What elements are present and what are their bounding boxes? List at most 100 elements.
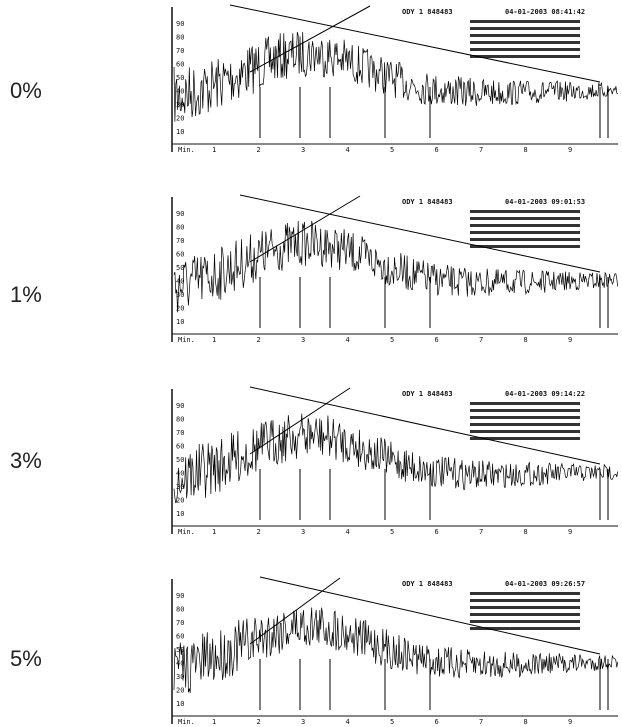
tangent-line bbox=[239, 194, 601, 273]
info-line bbox=[470, 402, 580, 405]
x-tick-label: 2 bbox=[257, 718, 261, 726]
info-line bbox=[470, 231, 580, 234]
y-tick-label: 80 bbox=[176, 34, 184, 42]
info-line bbox=[470, 613, 580, 616]
panel: 1% 10 20 30 40 50 60 70 80 90 Min. 1 2 3 4 5 6 7 8 9 ODY 1 8… bbox=[10, 194, 619, 344]
x-tick-label: 5 bbox=[390, 718, 394, 726]
x-tick-label: 1 bbox=[212, 146, 216, 154]
y-tick-label: 50 bbox=[176, 456, 184, 464]
tangent-line bbox=[259, 576, 601, 655]
x-tick-label: 3 bbox=[301, 146, 305, 154]
y-tick-label: 40 bbox=[176, 88, 184, 96]
y-tick-label: 80 bbox=[176, 606, 184, 614]
info-line bbox=[470, 55, 580, 58]
panel-header: ODY 1 848483 bbox=[402, 580, 453, 588]
info-line bbox=[470, 48, 580, 51]
tangent-line bbox=[249, 387, 351, 455]
info-line bbox=[470, 27, 580, 30]
x-tick-label: 8 bbox=[524, 146, 528, 154]
x-tick-label: 6 bbox=[435, 718, 439, 726]
panel: 5% 10 20 30 40 50 60 70 80 90 Min. 1 2 3 4 5 6 7 8 9 ODY 1 8… bbox=[10, 576, 619, 726]
y-tick-label: 70 bbox=[176, 47, 184, 55]
y-tick-label: 40 bbox=[176, 470, 184, 478]
x-tick-label: 6 bbox=[435, 146, 439, 154]
y-tick-label: 60 bbox=[176, 61, 184, 69]
y-tick-label: 70 bbox=[176, 429, 184, 437]
panel-timestamp: 04-01-2003 09:01:53 bbox=[505, 198, 585, 206]
panel-timestamp: 04-01-2003 09:26:57 bbox=[505, 580, 585, 588]
info-line bbox=[470, 437, 580, 440]
y-tick-label: 40 bbox=[176, 278, 184, 286]
x-tick-label: 2 bbox=[257, 528, 261, 536]
info-line bbox=[470, 606, 580, 609]
trace bbox=[173, 413, 619, 504]
x-tick-label: 1 bbox=[212, 718, 216, 726]
y-tick-label: 10 bbox=[176, 510, 184, 518]
info-line bbox=[470, 210, 580, 213]
x-tick-label: 3 bbox=[301, 336, 305, 344]
x-tick-label: 9 bbox=[568, 718, 572, 726]
info-line bbox=[470, 627, 580, 630]
x-tick-label: 4 bbox=[346, 718, 350, 726]
x-axis-title: Min. bbox=[178, 146, 195, 154]
info-line bbox=[470, 41, 580, 44]
x-tick-label: 5 bbox=[390, 146, 394, 154]
y-tick-label: 80 bbox=[176, 416, 184, 424]
y-tick-label: 30 bbox=[176, 291, 184, 299]
panel-timestamp: 04-01-2003 09:14:22 bbox=[505, 390, 585, 398]
x-tick-label: 7 bbox=[479, 718, 483, 726]
y-tick-label: 70 bbox=[176, 237, 184, 245]
info-line bbox=[470, 34, 580, 37]
y-tick-label: 60 bbox=[176, 251, 184, 259]
x-tick-label: 4 bbox=[346, 336, 350, 344]
panel-label: 0% bbox=[10, 78, 42, 103]
y-tick-label: 90 bbox=[176, 210, 184, 218]
y-tick-label: 10 bbox=[176, 318, 184, 326]
x-tick-label: 8 bbox=[524, 528, 528, 536]
x-tick-label: 1 bbox=[212, 336, 216, 344]
info-line bbox=[470, 592, 580, 595]
x-tick-label: 6 bbox=[435, 528, 439, 536]
tangent-line bbox=[249, 386, 601, 465]
x-tick-label: 7 bbox=[479, 528, 483, 536]
y-tick-label: 10 bbox=[176, 128, 184, 136]
x-tick-label: 8 bbox=[524, 718, 528, 726]
x-tick-label: 4 bbox=[346, 528, 350, 536]
panel-label: 3% bbox=[10, 448, 42, 473]
panel-header: ODY 1 848483 bbox=[402, 8, 453, 16]
y-tick-label: 90 bbox=[176, 20, 184, 28]
x-tick-label: 2 bbox=[257, 336, 261, 344]
info-line bbox=[470, 430, 580, 433]
y-tick-label: 20 bbox=[176, 687, 184, 695]
x-tick-label: 4 bbox=[346, 146, 350, 154]
x-tick-label: 3 bbox=[301, 528, 305, 536]
y-tick-label: 60 bbox=[176, 443, 184, 451]
info-line bbox=[470, 416, 580, 419]
x-tick-label: 2 bbox=[257, 146, 261, 154]
info-line bbox=[470, 423, 580, 426]
y-tick-label: 90 bbox=[176, 592, 184, 600]
info-line bbox=[470, 217, 580, 220]
y-tick-label: 20 bbox=[176, 497, 184, 505]
panel-timestamp: 04-01-2003 08:41:42 bbox=[505, 8, 585, 16]
info-line bbox=[470, 245, 580, 248]
y-tick-label: 50 bbox=[176, 646, 184, 654]
panel-label: 5% bbox=[10, 646, 42, 671]
info-line bbox=[470, 238, 580, 241]
panel-header: ODY 1 848483 bbox=[402, 198, 453, 206]
x-tick-label: 8 bbox=[524, 336, 528, 344]
tangent-line bbox=[249, 195, 361, 263]
y-tick-label: 50 bbox=[176, 264, 184, 272]
panel-label: 1% bbox=[10, 282, 42, 307]
x-tick-label: 7 bbox=[479, 336, 483, 344]
x-tick-label: 5 bbox=[390, 336, 394, 344]
info-line bbox=[470, 620, 580, 623]
y-tick-label: 60 bbox=[176, 633, 184, 641]
x-tick-label: 7 bbox=[479, 146, 483, 154]
info-line bbox=[470, 409, 580, 412]
panel: 3% 10 20 30 40 50 60 70 80 90 Min. 1 2 3 4 5 6 7 8 9 ODY 1 8… bbox=[10, 386, 619, 536]
panel-header: ODY 1 848483 bbox=[402, 390, 453, 398]
